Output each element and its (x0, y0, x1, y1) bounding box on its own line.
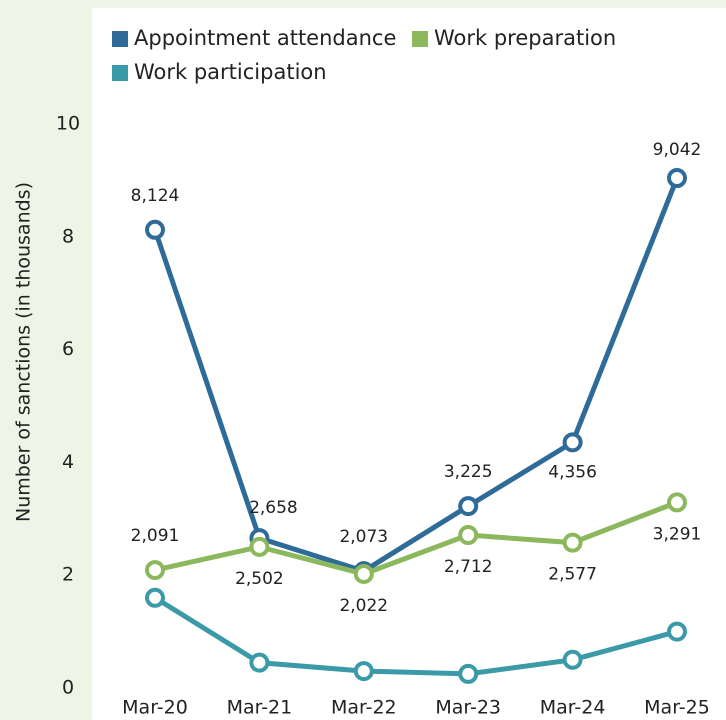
y-tick-label: 2 (62, 564, 74, 586)
value-label: 3,225 (444, 462, 493, 482)
legend-label: Work preparation (434, 26, 616, 50)
point (562, 532, 583, 553)
series-line (153, 595, 678, 677)
x-tick-label: Mar-21 (227, 697, 293, 719)
value-label: 2,073 (339, 527, 388, 547)
value-label: 2,091 (131, 526, 180, 546)
legend-swatch (412, 31, 428, 47)
x-tick-label: Mar-24 (540, 697, 606, 719)
point (458, 496, 479, 517)
y-tick-label: 10 (56, 113, 80, 135)
point (562, 432, 583, 453)
legend-swatch (112, 31, 128, 47)
value-label: 2,022 (339, 596, 388, 616)
value-label: 3,291 (653, 524, 702, 544)
value-label: 2,577 (548, 565, 597, 585)
y-tick-label: 0 (62, 677, 74, 699)
value-label: 2,712 (444, 557, 493, 577)
legend-swatch (112, 65, 128, 81)
point (458, 663, 479, 684)
series-line (152, 177, 680, 574)
plot-panel (92, 8, 726, 720)
point (458, 525, 479, 546)
y-tick-label: 8 (62, 225, 74, 247)
series-line (154, 500, 678, 577)
value-label: 2,658 (249, 498, 298, 518)
x-tick-label: Mar-25 (644, 697, 710, 719)
point (562, 649, 583, 670)
point (249, 536, 270, 557)
value-label: 8,124 (131, 186, 180, 206)
point (145, 560, 165, 581)
y-tick-label: 4 (62, 451, 74, 473)
point (353, 661, 374, 682)
legend-label: Work participation (134, 60, 327, 84)
y-axis-title: Number of sanctions (in thousands) (13, 182, 35, 522)
legend-label: Appointment attendance (134, 26, 396, 50)
point (667, 168, 687, 189)
point (249, 652, 270, 673)
x-tick-label: Mar-23 (435, 697, 501, 719)
value-label: 2,502 (235, 569, 284, 589)
point (667, 492, 687, 513)
value-label: 4,356 (548, 462, 597, 482)
x-tick-label: Mar-22 (331, 697, 397, 719)
point (145, 587, 165, 608)
point (145, 219, 165, 240)
value-label: 9,042 (653, 140, 702, 160)
x-tick-label: Mar-20 (122, 697, 188, 719)
point (667, 621, 687, 642)
y-tick-label: 6 (62, 338, 74, 360)
point (353, 563, 374, 584)
